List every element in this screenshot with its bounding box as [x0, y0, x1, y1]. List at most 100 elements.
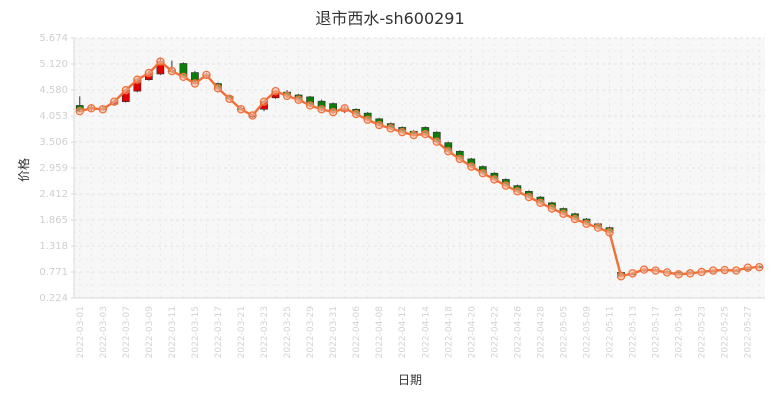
close-price-point: [662, 268, 672, 277]
close-price-point: [432, 137, 441, 146]
close-price-point: [444, 147, 453, 156]
y-tick-label: 4.053: [39, 111, 68, 122]
close-price-point: [282, 91, 292, 101]
y-tick-label: 0.771: [39, 267, 68, 278]
x-tick-label: 2022-04-28: [536, 306, 546, 359]
close-price-point: [685, 269, 695, 278]
y-axis: 0.224 0.771 1.318 1.865 2.412 2.959 3.506 4.053…: [39, 33, 75, 304]
close-price-point: [259, 97, 269, 106]
close-price-point: [328, 107, 338, 117]
x-tick-label: 2022-03-25: [283, 306, 293, 358]
close-price-point: [294, 95, 303, 104]
close-price-point: [467, 162, 476, 171]
close-price-point: [271, 86, 280, 96]
y-tick-label: 3.506: [39, 137, 68, 148]
y-tick-label: 1.865: [39, 215, 68, 226]
x-tick-label: 2022-03-11: [168, 306, 178, 358]
y-axis-label: 价格: [16, 158, 31, 182]
close-price-point: [340, 104, 349, 113]
close-price-point: [524, 192, 534, 202]
close-price-point: [697, 267, 706, 277]
x-tick-label: 2022-04-14: [421, 306, 431, 359]
chart-title: 退市西水-sh600291: [315, 9, 464, 28]
close-price-point: [156, 57, 165, 66]
close-price-point: [398, 127, 407, 137]
x-tick-label: 2022-04-06: [352, 306, 362, 359]
close-price-point: [236, 105, 246, 114]
close-price-point: [202, 70, 211, 80]
close-price-point: [110, 97, 119, 106]
y-tick-label: 5.674: [39, 33, 68, 44]
x-tick-label: 2022-03-09: [145, 306, 155, 359]
x-tick-label: 2022-04-12: [398, 306, 408, 358]
close-price-point: [374, 120, 384, 130]
x-tick-label: 2022-03-07: [122, 306, 132, 358]
x-tick-label: 2022-03-23: [260, 306, 270, 358]
close-price-point: [536, 198, 545, 207]
close-price-point: [743, 263, 752, 272]
close-price-point: [478, 168, 488, 178]
y-tick-label: 2.412: [39, 189, 68, 200]
close-price-point: [593, 223, 603, 232]
close-price-point: [225, 94, 234, 103]
grid-lines: [74, 37, 765, 299]
x-tick-label: 2022-04-20: [467, 306, 477, 359]
x-axis-label: 日期: [398, 373, 422, 387]
x-tick-label: 2022-04-18: [444, 306, 454, 359]
x-tick-label: 2022-05-05: [559, 306, 569, 358]
y-tick-label: 2.959: [39, 163, 68, 174]
close-price-point: [708, 266, 718, 275]
close-price-point: [547, 204, 557, 213]
x-tick-label: 2022-05-19: [675, 306, 685, 359]
x-tick-label: 2022-04-26: [513, 306, 523, 359]
close-price-point: [732, 266, 741, 275]
x-tick-label: 2022-03-21: [237, 306, 247, 358]
x-tick-label: 2022-03-03: [99, 306, 109, 358]
y-tick-label: 5.120: [39, 59, 68, 70]
x-tick-label: 2022-04-08: [375, 306, 385, 359]
x-tick-label: 2022-03-31: [329, 306, 339, 358]
y-tick-label: 1.318: [39, 241, 68, 252]
close-price-point: [639, 265, 649, 274]
close-price-point: [755, 262, 764, 272]
close-price-point: [501, 181, 511, 190]
close-price-point: [167, 66, 177, 76]
x-axis: 2022-03-01 2022-03-03 2022-03-07 2022-03-09…: [74, 297, 765, 359]
close-price-point: [179, 72, 188, 82]
close-price-point: [386, 124, 395, 133]
close-price-point: [513, 187, 522, 196]
x-tick-label: 2022-05-09: [582, 306, 592, 359]
close-price-point: [559, 209, 568, 218]
close-price-point: [421, 129, 430, 139]
close-price-point: [317, 105, 326, 114]
close-price-point: [87, 104, 96, 113]
close-price-point: [144, 68, 154, 78]
x-tick-label: 2022-03-29: [306, 306, 316, 359]
x-tick-label: 2022-05-17: [652, 306, 662, 358]
x-tick-label: 2022-05-23: [698, 306, 708, 358]
close-price-point: [490, 175, 499, 184]
y-tick-label: 4.580: [39, 85, 68, 96]
x-tick-label: 2022-04-22: [490, 306, 500, 358]
x-tick-label: 2022-03-15: [191, 306, 201, 358]
close-price-point: [121, 85, 131, 95]
close-price-point: [213, 84, 223, 93]
x-tick-label: 2022-05-25: [721, 306, 731, 358]
x-tick-label: 2022-05-13: [629, 306, 639, 358]
close-price-point: [455, 154, 465, 164]
y-tick-label: 0.224: [39, 293, 68, 304]
close-price-point: [75, 106, 84, 116]
close-price-point: [605, 228, 614, 237]
close-price-point: [628, 269, 637, 278]
close-price-point: [351, 109, 361, 119]
x-tick-label: 2022-05-27: [744, 306, 754, 358]
close-price-point: [305, 101, 315, 110]
close-price-point: [190, 79, 200, 88]
close-price-point: [98, 105, 107, 114]
close-price-point: [616, 272, 626, 281]
x-tick-label: 2022-03-17: [214, 306, 224, 358]
close-price-point: [133, 75, 142, 84]
x-tick-label: 2022-05-11: [606, 306, 616, 358]
